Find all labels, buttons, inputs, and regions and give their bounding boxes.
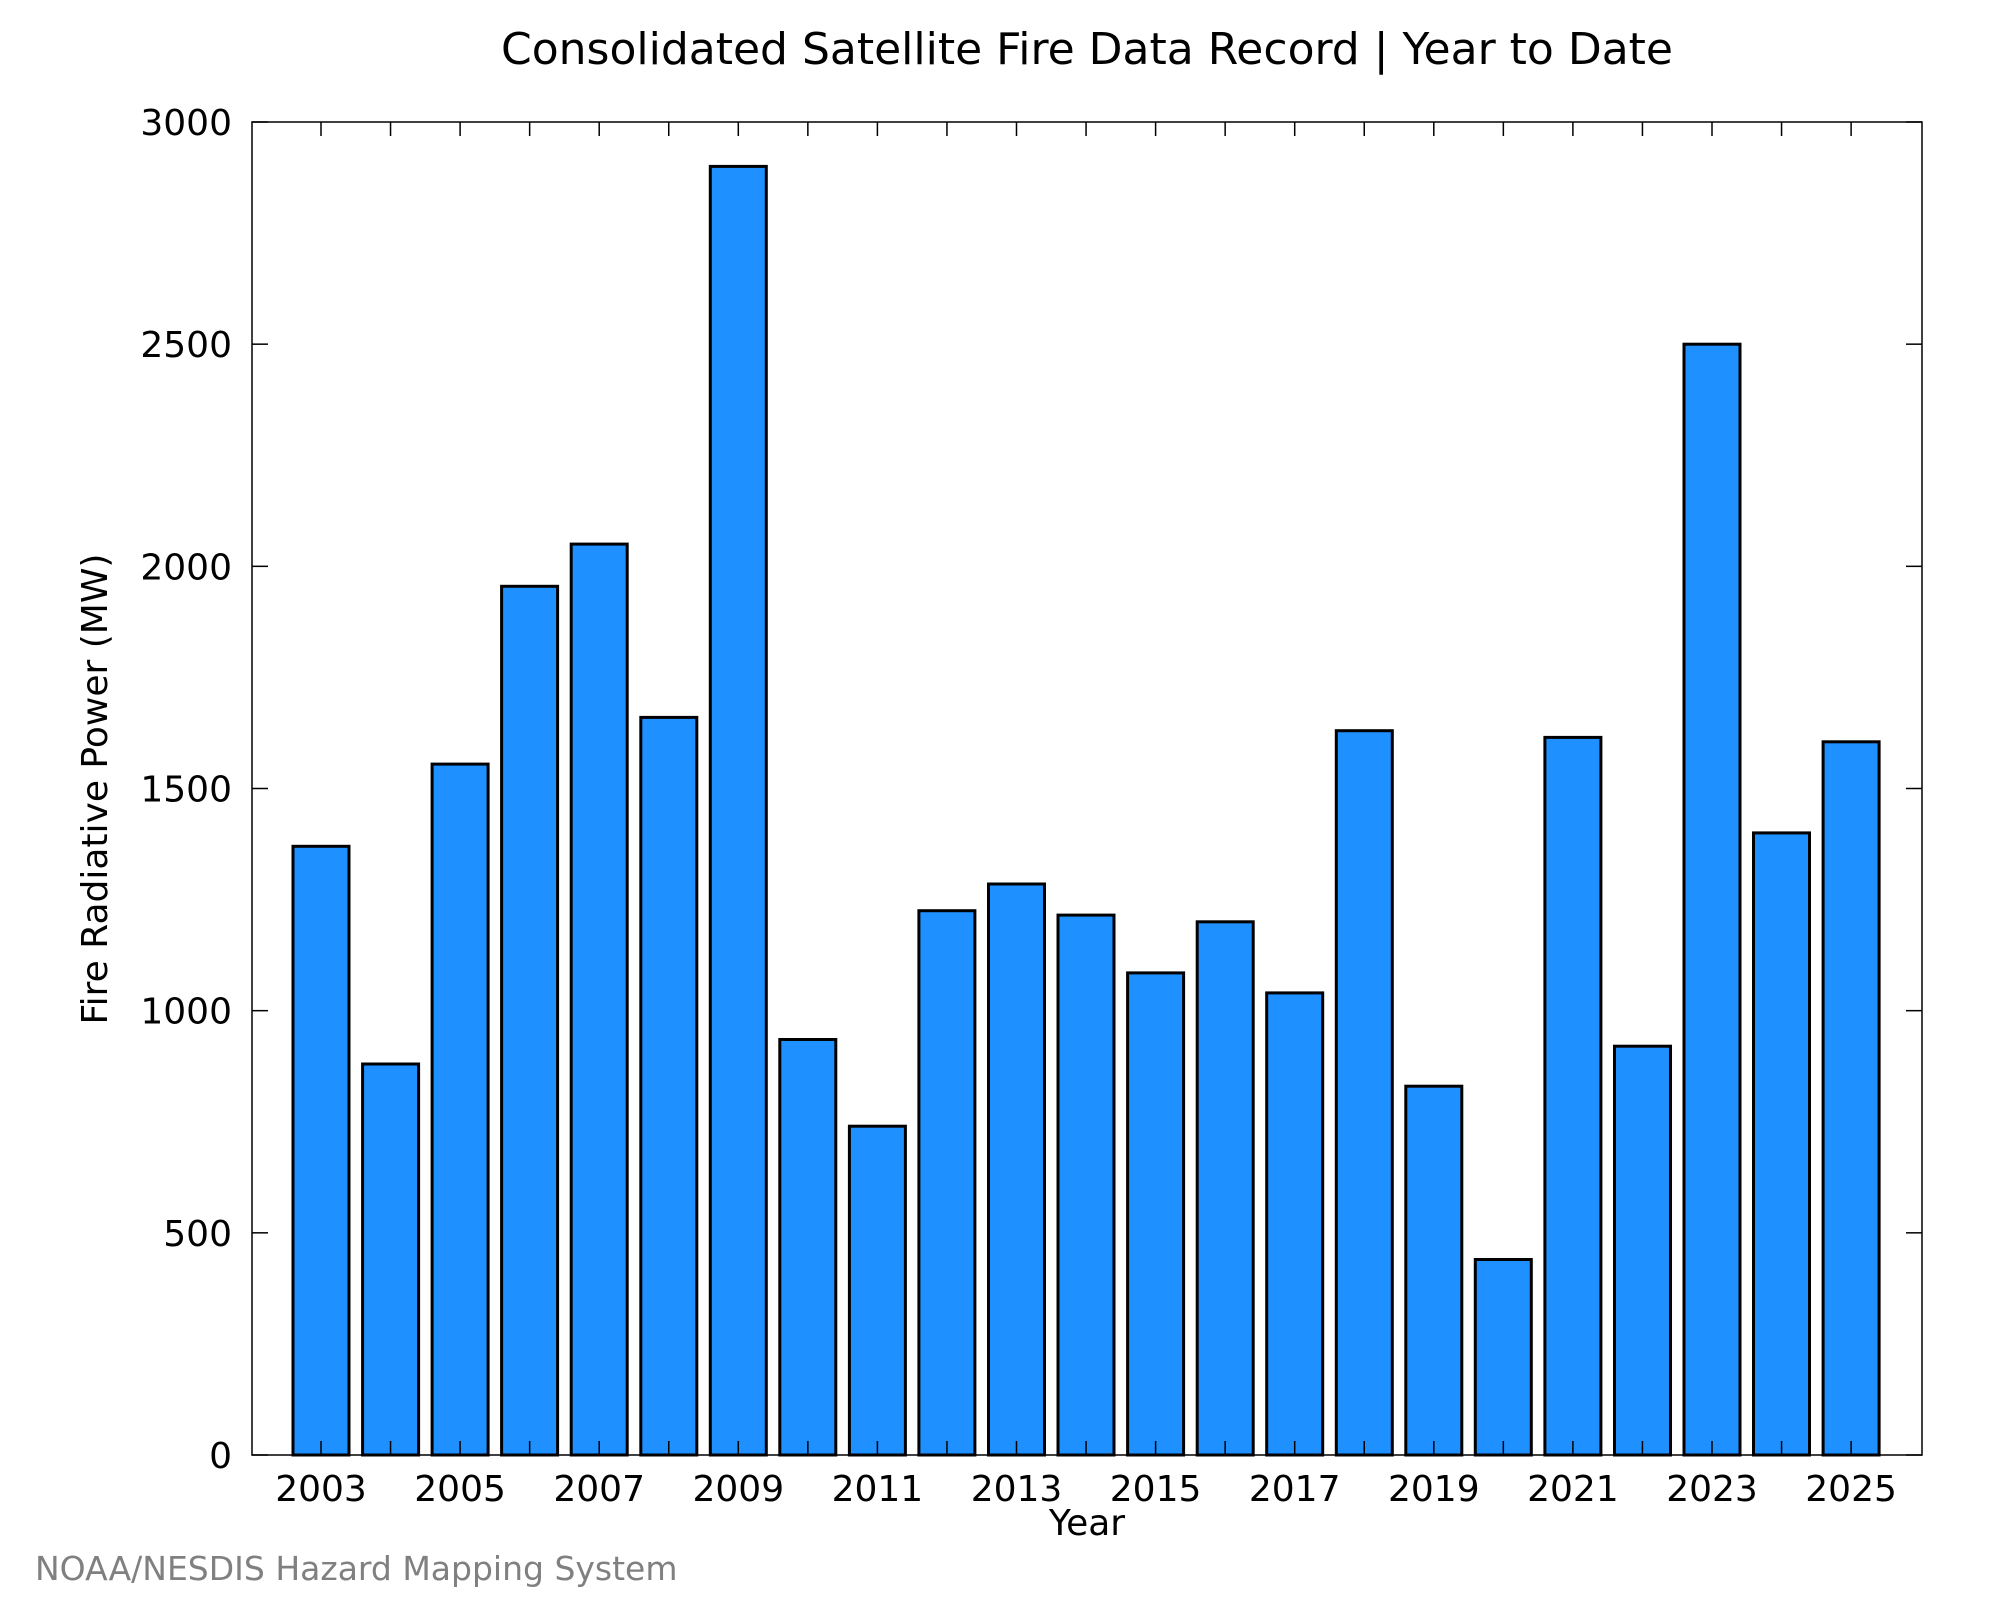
credit-text: NOAA/NESDIS Hazard Mapping System: [35, 1549, 678, 1588]
x-tick-label: 2005: [414, 1469, 506, 1510]
y-tick-label: 1500: [140, 770, 232, 811]
bar-2022: [1613, 1044, 1672, 1457]
x-tick-label: 2015: [1110, 1469, 1202, 1510]
bar-2025: [1821, 740, 1881, 1457]
bar-2003: [291, 844, 351, 1457]
x-axis: 2003 2005 2007 2009 2011 2013 2015 2017 2019 2021…: [275, 122, 1897, 1510]
bar-2007: [569, 542, 629, 1457]
bar-2018: [1334, 729, 1394, 1457]
chart-title: Consolidated Satellite Fire Data Record …: [501, 24, 1673, 75]
bar-2005: [430, 762, 490, 1457]
y-tick-label: 1000: [140, 992, 232, 1033]
x-tick-label: 2013: [971, 1469, 1063, 1510]
y-tick-label: 3000: [140, 103, 232, 144]
bar-2010: [778, 1038, 838, 1457]
x-tick-label: 2019: [1388, 1469, 1480, 1510]
bar-2006: [500, 584, 560, 1457]
bar-2014: [1056, 913, 1116, 1457]
bar-2012: [917, 909, 977, 1457]
x-tick-label: 2007: [553, 1469, 645, 1510]
bar-2004: [361, 1062, 421, 1457]
bar-2016: [1195, 920, 1255, 1457]
x-tick-label: 2017: [1249, 1469, 1341, 1510]
y-axis-label: Fire Radiative Power (MW): [75, 554, 116, 1025]
bar-2013: [987, 882, 1046, 1457]
bar-2024: [1752, 831, 1811, 1457]
x-tick-label: 2003: [275, 1469, 367, 1510]
y-tick-label: 500: [163, 1214, 232, 1255]
bar-2019: [1404, 1084, 1464, 1457]
bar-2008: [639, 715, 699, 1457]
y-tick-label: 2000: [140, 547, 232, 588]
x-tick-label: 2023: [1666, 1469, 1758, 1510]
bar-2020: [1473, 1258, 1533, 1457]
bar-2023: [1682, 342, 1742, 1457]
x-tick-label: 2021: [1527, 1469, 1619, 1510]
bar-2015: [1126, 971, 1186, 1457]
x-tick-label: 2009: [692, 1469, 784, 1510]
bar-2017: [1265, 991, 1325, 1457]
x-axis-label: Year: [1048, 1503, 1125, 1544]
y-tick-label: 2500: [140, 325, 232, 366]
x-tick-label: 2011: [832, 1469, 924, 1510]
bar-2011: [847, 1124, 907, 1457]
bars-group: [291, 164, 1881, 1457]
bar-2009: [708, 164, 768, 1457]
y-axis: 0 500 1000 1500 2000 2500 3000: [140, 103, 1922, 1477]
bar-2021: [1543, 735, 1603, 1457]
x-tick-label: 2025: [1805, 1469, 1897, 1510]
y-tick-label: 0: [209, 1436, 232, 1477]
